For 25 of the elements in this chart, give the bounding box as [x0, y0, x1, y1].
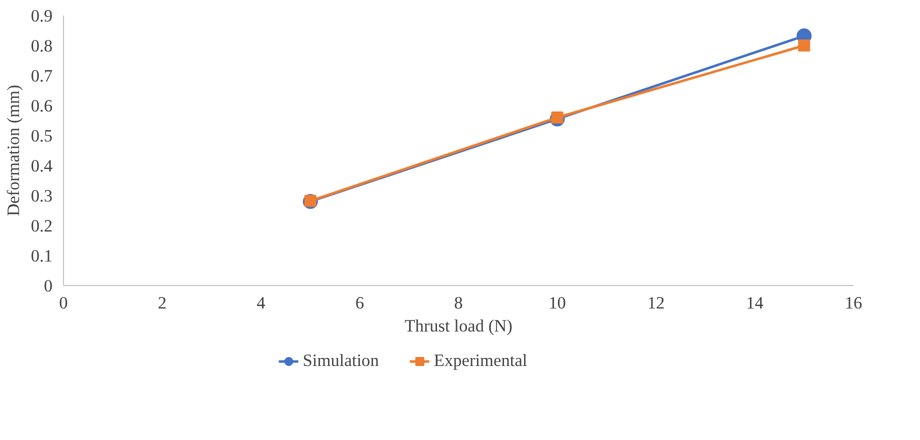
y-axis-title: Deformation (mm) — [4, 84, 23, 216]
y-tick-label: 0.2 — [30, 216, 53, 236]
y-tick-label: 0.9 — [30, 6, 53, 26]
legend-label: Experimental — [434, 350, 528, 370]
y-tick-label: 0.1 — [30, 246, 53, 266]
y-tick-label: 0.3 — [30, 186, 53, 206]
y-tick-label: 0 — [44, 276, 53, 296]
y-tick-label: 0.4 — [30, 156, 53, 176]
x-tick-label: 0 — [59, 294, 68, 312]
x-tick-label: 10 — [548, 294, 566, 312]
legend-label: Simulation — [302, 350, 379, 370]
x-tick-label: 16 — [844, 294, 862, 312]
x-axis-title: Thrust load (N) — [404, 316, 513, 336]
y-tick-label: 0.5 — [30, 126, 53, 146]
x-tick-label: 8 — [454, 294, 463, 312]
y-tick-label: 0.7 — [30, 66, 53, 86]
x-tick-label: 12 — [647, 294, 665, 312]
x-tick-label: 4 — [256, 294, 266, 312]
x-tick-label: 14 — [746, 294, 764, 312]
x-tick-label: 6 — [355, 294, 364, 312]
x-tick-label: 2 — [158, 294, 167, 312]
point — [798, 40, 810, 52]
y-tick-label: 0.8 — [30, 36, 53, 56]
y-tick-label: 0.6 — [30, 96, 53, 116]
point — [551, 112, 564, 124]
